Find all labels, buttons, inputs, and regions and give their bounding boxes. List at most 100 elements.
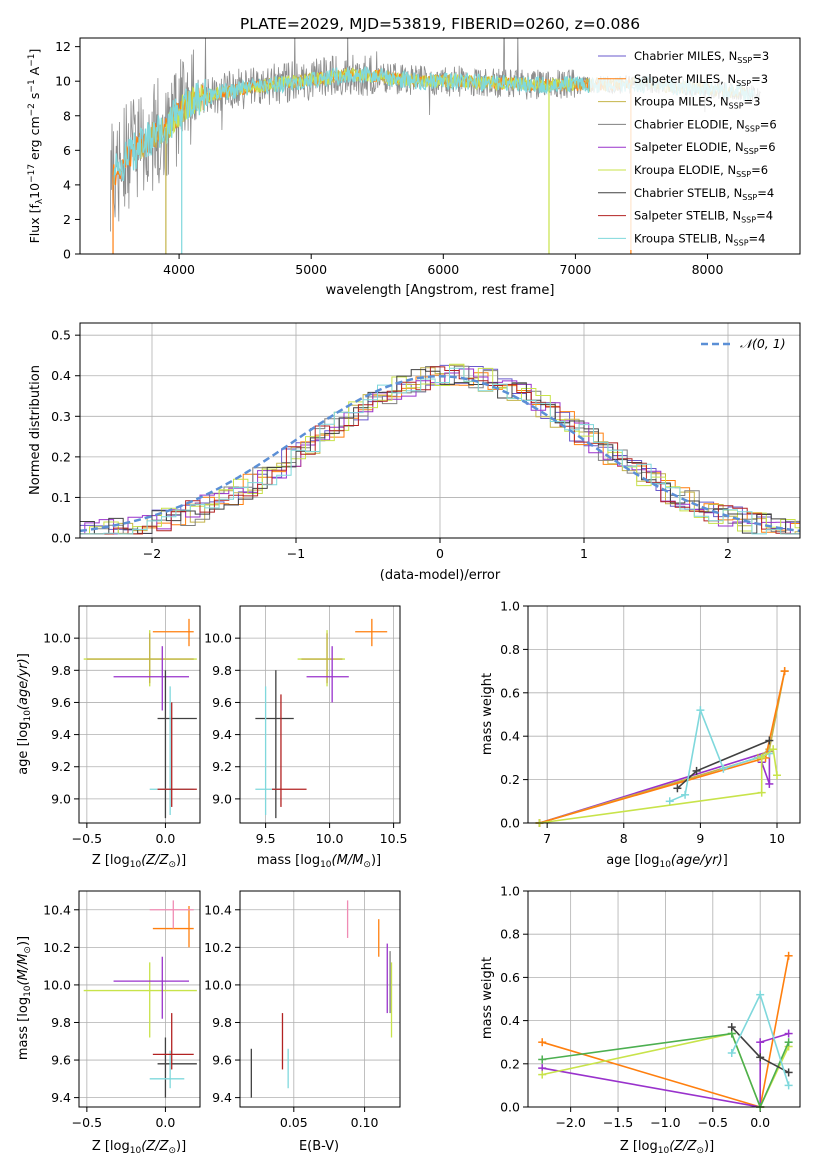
residuals-ylabel: Normed distribution (28, 365, 43, 495)
svg-text:Z [log10(Z/Z⊙)]: Z [log10(Z/Z⊙)] (620, 1139, 714, 1156)
residuals-histogram (80, 369, 800, 535)
mw_Z-series-line (542, 1032, 790, 1110)
age_mass-ytick-label: 9.6 (212, 695, 232, 710)
svg-text:Flux [fλ10−17 erg cm−2 s−1 A−1: Flux [fλ10−17 erg cm−2 s−1 A−1] (27, 49, 45, 244)
mass_ebv-frame (239, 890, 401, 1108)
mw_Z-xtick-label: −2.0 (555, 1115, 585, 1130)
age_Z-ytick-label: 10.0 (43, 631, 71, 646)
mass_ebv-ytick-label: 10.4 (204, 902, 232, 917)
spectrum-legend-label: Chabrier STELIB, NSSP=4 (634, 186, 774, 202)
residuals-xtick-label: 0 (436, 546, 444, 561)
residuals-ytick-label: 0.5 (51, 328, 71, 343)
ebv-xlabel: E(B-V) (299, 1139, 339, 1154)
residuals-xtick-label: 1 (580, 546, 588, 561)
mass_Z-frame (78, 890, 201, 1108)
mass_Z-panel: −0.5 0.0 9.4 9.6 9.8 10.0 10.2 10.4 (43, 890, 201, 1130)
spectrum-ytick-label: 8 (63, 108, 71, 123)
spectrum-legend-label: Kroupa MILES, NSSP=3 (634, 95, 760, 111)
spectrum-ytick-label: 12 (55, 39, 71, 54)
mw_age-xtick-label: 8 (620, 831, 628, 846)
mw_Z-panel: −2.0 −1.5 −1.0 −0.5 0.0 0.0 0.2 0.4 0.6 0.8 1.0 (500, 884, 801, 1130)
mass_Z-ytick-label: 9.6 (51, 1053, 71, 1068)
mass_ebv-xtick-label: 0.05 (280, 1115, 308, 1130)
residuals-ytick-label: 0.4 (51, 368, 71, 383)
mw_Z-ytick-label: 1.0 (500, 884, 520, 899)
spectrum-axes-frame (79, 37, 801, 255)
mw_age-series-line (539, 670, 786, 824)
mw_age-xtick-label: 7 (543, 831, 551, 846)
mw_Z-ytick-label: 0.8 (500, 927, 520, 942)
mw_age-panel: 7 8 9 10 0.0 0.2 0.4 0.6 0.8 1.0 (500, 599, 801, 846)
svg-text:mass weight: mass weight (480, 673, 495, 755)
residuals-ytick-label: 0.1 (51, 490, 71, 505)
mw_Z-ytick-label: 0.2 (500, 1056, 520, 1071)
Z-xlabel-2: Z [log10(Z/Z⊙)] (92, 1139, 186, 1156)
mw_age-ytick-label: 1.0 (500, 599, 520, 614)
residuals-histogram (80, 367, 800, 535)
residuals-normal-curve (80, 374, 800, 533)
age_mass-xtick-label: 10.0 (316, 831, 344, 846)
age_mass-ytick-label: 9.2 (212, 759, 232, 774)
mw_age-ytick-label: 0.8 (500, 642, 520, 657)
spectrum-ylabel: Flux [fλ10−17 erg cm−2 s−1 A−1] (27, 49, 45, 244)
spectrum-title: PLATE=2029, MJD=53819, FIBERID=0260, z=0… (240, 15, 640, 33)
Z-xlabel-mw: Z [log10(Z/Z⊙)] (620, 1139, 714, 1156)
mw-Z-ylabel: mass weight (480, 957, 495, 1039)
spectrum-ytick-label: 10 (55, 74, 71, 89)
spectrum-ytick-label: 2 (63, 212, 71, 227)
age_Z-ytick-label: 9.2 (51, 759, 71, 774)
svg-text:Z [log10(Z/Z⊙)]: Z [log10(Z/Z⊙)] (92, 853, 186, 870)
residuals-ytick-label: 0.0 (51, 531, 71, 546)
spectrum-legend: Chabrier MILES, NSSP=3 Salpeter MILES, NS… (590, 44, 792, 250)
age_mass-ytick-label: 10.0 (204, 631, 232, 646)
spectrum-ytick-label: 0 (63, 247, 71, 262)
spectrum-legend-label: Salpeter MILES, NSSP=3 (634, 72, 768, 88)
svg-text:mass weight: mass weight (480, 957, 495, 1039)
mw_Z-ytick-label: 0.0 (500, 1100, 520, 1115)
residuals-ytick-label: 0.3 (51, 409, 71, 424)
mass-xlabel-1: mass [log10(M/M⊙)] (257, 853, 381, 870)
svg-text:age [log10(age/yr)]: age [log10(age/yr)] (606, 853, 728, 870)
mw_Z-ytick-label: 0.6 (500, 970, 520, 985)
residuals-xtick-label: −1 (287, 546, 305, 561)
mw_age-ytick-label: 0.2 (500, 772, 520, 787)
mass_Z-ytick-label: 10.0 (43, 977, 71, 992)
spectrum-xtick-label: 6000 (427, 262, 459, 277)
age_Z-ytick-label: 9.0 (51, 791, 71, 806)
mw_age-series-line (539, 750, 771, 824)
mw_age-ytick-label: 0.4 (500, 729, 520, 744)
spectrum-legend-label: Salpeter STELIB, NSSP=4 (634, 209, 773, 225)
age_Z-xtick-label: −0.5 (72, 831, 102, 846)
spectrum-ytick-label: 6 (63, 143, 71, 158)
mass_Z-xtick-label: −0.5 (72, 1115, 102, 1130)
mw-age-ylabel: mass weight (480, 673, 495, 755)
mw_age-frame (527, 605, 801, 824)
svg-text:mass [log10(M/M⊙)]: mass [log10(M/M⊙)] (257, 853, 381, 870)
age_Z-ytick-label: 9.6 (51, 695, 71, 710)
svg-text:Z [log10(Z/Z⊙)]: Z [log10(Z/Z⊙)] (92, 1139, 186, 1156)
spectrum-xtick-label: 5000 (295, 262, 327, 277)
age-ylabel: age [log10(age/yr)] (16, 653, 33, 775)
spectrum-panel: PLATE=2029, MJD=53819, FIBERID=0260, z=0… (27, 15, 801, 298)
age_mass-xtick-label: 10.5 (380, 831, 408, 846)
mass_ebv-ytick-label: 9.8 (212, 1015, 232, 1030)
age_Z-frame (78, 605, 201, 824)
age_mass-ytick-label: 9.4 (212, 727, 232, 742)
mw_Z-xtick-label: −1.0 (650, 1115, 680, 1130)
mw_age-xtick-label: 9 (696, 831, 704, 846)
mw_age-ytick-label: 0.0 (500, 816, 520, 831)
mass_Z-xtick-label: 0.0 (155, 1115, 175, 1130)
spectrum-xtick-label: 7000 (560, 262, 592, 277)
residuals-xlabel: (data-model)/error (380, 568, 501, 583)
mw_Z-ytick-label: 0.4 (500, 1013, 520, 1028)
mass_Z-ytick-label: 10.4 (43, 902, 71, 917)
residuals-panel: −2 −1 0 1 2 0.0 0.1 0.2 0.3 0.4 0.5 (data-model)/e… (28, 322, 801, 583)
residuals-legend-label: 𝒩(0, 1) (740, 336, 786, 351)
spectrum-ytick-label: 4 (63, 177, 71, 192)
age_Z-panel: −0.5 0.0 9.0 9.2 9.4 9.6 9.8 10.0 (43, 605, 201, 846)
mass_Z-ytick-label: 9.4 (51, 1090, 71, 1105)
mw_Z-xtick-label: −1.5 (603, 1115, 633, 1130)
residuals-ytick-label: 0.2 (51, 449, 71, 464)
spectrum-legend-label: Chabrier MILES, NSSP=3 (634, 49, 769, 65)
